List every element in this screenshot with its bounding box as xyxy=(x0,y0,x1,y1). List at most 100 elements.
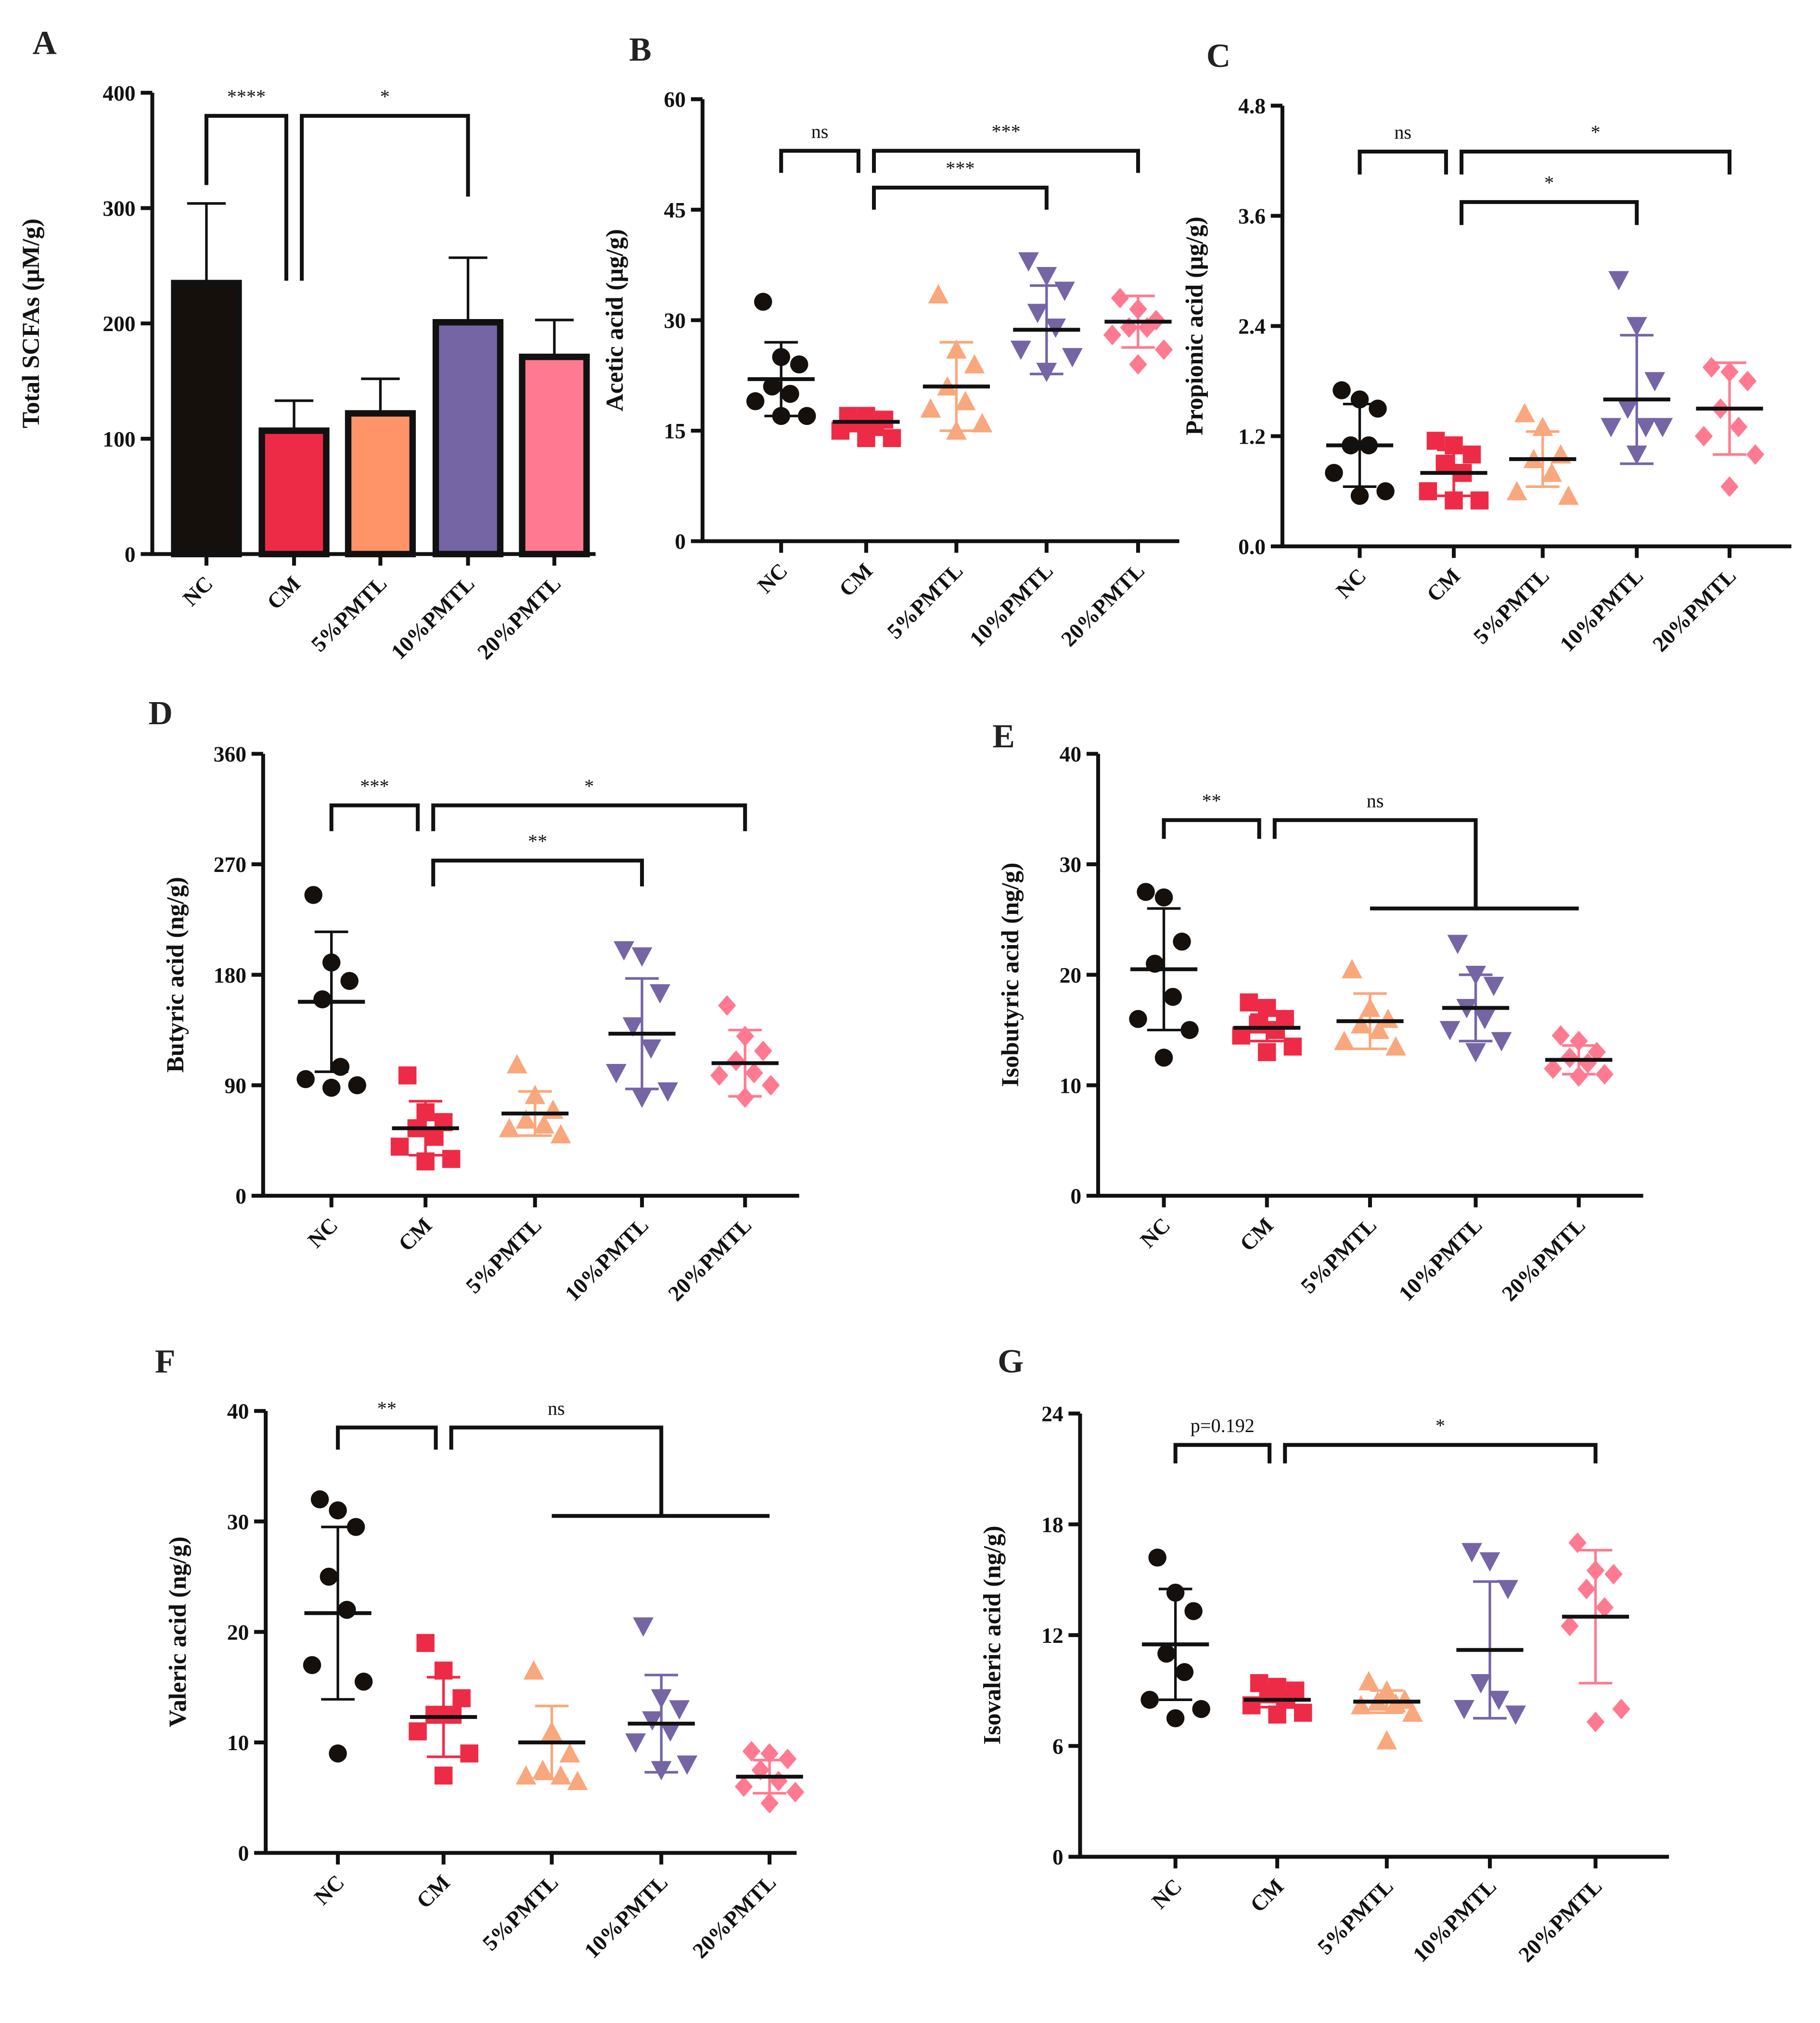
data-point-circle xyxy=(346,1518,365,1536)
data-point-triangle-up xyxy=(1558,485,1579,505)
data-point-diamond xyxy=(1588,1041,1606,1063)
data-point-triangle-up xyxy=(1376,1730,1397,1750)
bar-NC xyxy=(171,280,242,558)
data-point-diamond xyxy=(1551,1025,1570,1046)
data-point-triangle-down xyxy=(660,1722,681,1742)
data-point-diamond xyxy=(1129,354,1147,375)
data-point-diamond xyxy=(1103,324,1122,346)
data-point-diamond xyxy=(1746,444,1765,465)
data-point-diamond xyxy=(760,1793,779,1814)
data-point-triangle-down xyxy=(625,1733,646,1753)
data-point-square xyxy=(1267,1021,1285,1039)
data-point-diamond xyxy=(727,1050,745,1071)
data-point-circle xyxy=(1154,1049,1173,1067)
y-tick-label: 15 xyxy=(664,419,686,443)
y-axis-label: Isobutyric acid (ng/g) xyxy=(997,863,1024,1087)
data-point-triangle-down xyxy=(1483,976,1504,997)
panel-letter: G xyxy=(998,1343,1024,1380)
data-point-triangle-up xyxy=(1350,1014,1371,1034)
y-tick-label: 0 xyxy=(235,1184,246,1208)
data-point-square xyxy=(1470,491,1489,510)
data-point-triangle-down xyxy=(633,1617,654,1637)
data-point-diamond xyxy=(718,995,736,1016)
data-point-square xyxy=(390,1138,409,1156)
data-point-circle xyxy=(320,1567,338,1586)
data-point-triangle-down xyxy=(650,984,670,1004)
x-tick-label: CM xyxy=(1245,1874,1289,1917)
data-point-diamond xyxy=(742,1741,761,1762)
data-point-square xyxy=(1257,999,1276,1017)
data-point-triangle-up xyxy=(515,1109,537,1129)
data-point-circle xyxy=(1184,1602,1203,1620)
y-tick-label: 200 xyxy=(103,311,135,336)
data-point-square xyxy=(831,422,850,440)
data-point-diamond xyxy=(778,1748,797,1769)
data-point-triangle-up xyxy=(542,1099,564,1119)
y-axis-label: Total SCFAs (μM/g) xyxy=(18,218,45,428)
data-point-triangle-up xyxy=(1350,1695,1371,1715)
y-tick-label: 10 xyxy=(227,1730,249,1755)
data-point-diamond xyxy=(1586,1711,1605,1732)
data-point-diamond xyxy=(710,1065,729,1086)
y-tick-label: 6 xyxy=(1052,1734,1064,1758)
significance-label: * xyxy=(1435,1415,1445,1436)
data-point-square xyxy=(1268,1705,1286,1724)
panel-letter: D xyxy=(148,695,172,732)
panel-G: G 0 6 12 18 24 NC CM 5%PMTL 10%PMTL 20%PMTL Isovale… xyxy=(979,1343,1669,1967)
bar-20%PMTL xyxy=(519,353,590,558)
data-point-triangle-down xyxy=(631,1088,653,1108)
data-point-triangle-up xyxy=(532,1759,553,1780)
data-point-diamond xyxy=(769,1770,788,1792)
significance-bracket xyxy=(779,149,860,173)
data-point-triangle-down xyxy=(1635,418,1656,437)
significance-bracket xyxy=(449,1425,664,1516)
data-point-square xyxy=(398,1066,417,1085)
y-axis-label: Valeric acid (ng/g) xyxy=(165,1536,192,1727)
y-tick-label: 12 xyxy=(1041,1623,1064,1648)
data-point-square xyxy=(416,1152,435,1171)
y-tick-label: 400 xyxy=(103,81,135,105)
data-point-circle xyxy=(1376,482,1395,500)
data-point-circle xyxy=(348,1076,367,1095)
data-point-triangle-down xyxy=(641,1039,662,1059)
x-tick-label: NC xyxy=(178,571,218,611)
data-point-triangle-up xyxy=(1402,1702,1423,1722)
data-point-square xyxy=(1257,1043,1276,1062)
data-point-triangle-up xyxy=(928,284,949,304)
data-point-diamond xyxy=(1720,476,1739,497)
data-point-triangle-up xyxy=(550,1765,571,1785)
data-point-triangle-down xyxy=(1491,1032,1512,1051)
data-point-triangle-up xyxy=(1514,403,1535,423)
data-point-triangle-down xyxy=(1036,267,1057,286)
bar-CM xyxy=(258,427,330,558)
significance-label: ** xyxy=(377,1397,397,1419)
data-point-square xyxy=(857,429,875,448)
y-tick-label: 0 xyxy=(125,542,136,566)
data-point-triangle-down xyxy=(1601,418,1622,437)
data-point-triangle-down xyxy=(1498,1580,1518,1600)
significance-bracket xyxy=(1358,149,1448,175)
data-point-circle xyxy=(338,1600,356,1619)
y-tick-label: 0 xyxy=(1052,1845,1064,1869)
y-tick-label: 0.0 xyxy=(1238,534,1266,559)
data-point-triangle-up xyxy=(955,391,976,410)
x-tick-label: CM xyxy=(394,1213,437,1256)
significance-bracket xyxy=(300,114,470,281)
bar-5%PMTL xyxy=(345,410,416,558)
significance-label: * xyxy=(584,775,594,797)
data-point-triangle-down xyxy=(1617,399,1638,419)
significance-bracket xyxy=(431,858,644,886)
data-point-triangle-down xyxy=(1644,372,1666,392)
y-tick-label: 0 xyxy=(238,1841,249,1866)
y-tick-label: 60 xyxy=(664,87,686,112)
y-tick-label: 270 xyxy=(214,852,246,877)
y-axis-label: Propionic acid (μg/g) xyxy=(1181,217,1208,435)
data-point-circle xyxy=(303,1656,321,1674)
x-tick-label: 20%PMTL xyxy=(1648,563,1741,656)
significance-label: ** xyxy=(528,831,547,852)
x-tick-label: NC xyxy=(1135,1213,1175,1253)
data-point-circle xyxy=(781,384,799,403)
data-point-triangle-up xyxy=(920,398,941,418)
